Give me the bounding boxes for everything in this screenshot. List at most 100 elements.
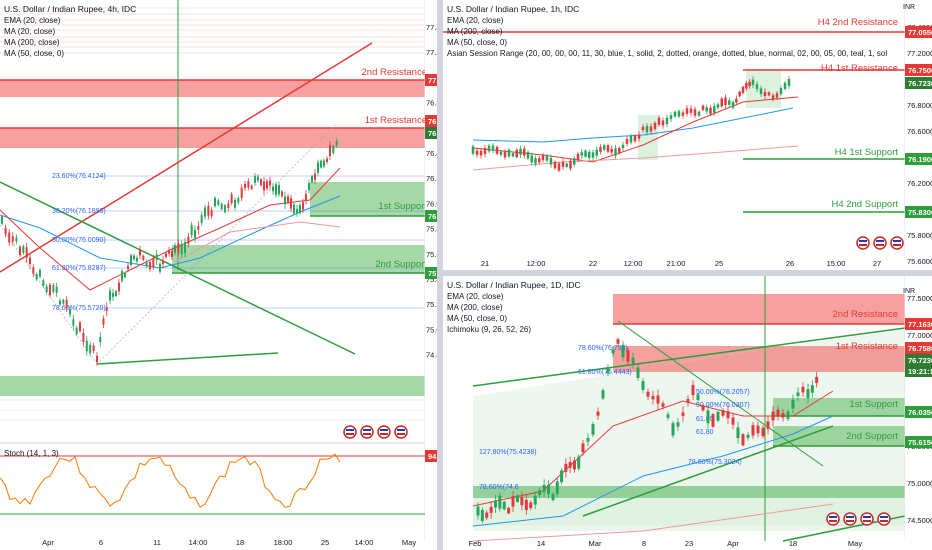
candle [299, 205, 301, 213]
candle [523, 148, 526, 156]
candle [681, 412, 685, 416]
chart-1d-canvas[interactable]: 78.60%(76.758) 61.80%(76.4443) 50.00%(76.2… [443, 276, 932, 550]
price-tick-label: 76.0000 [426, 199, 437, 208]
event-flag-icon [394, 425, 408, 439]
candle [533, 495, 537, 505]
candle [676, 422, 680, 427]
candle [515, 495, 519, 502]
candle [701, 405, 705, 411]
fib-label: 38.20%(76.1893) [52, 208, 106, 215]
candle [653, 122, 657, 130]
candle [713, 106, 716, 113]
fib-label: 61.80%(75.8287) [52, 265, 106, 272]
candle [250, 185, 253, 189]
price-tick-label: 75.4000 [426, 275, 437, 284]
event-flag-icon [893, 244, 901, 246]
time-tick-label: 18 [236, 538, 244, 547]
panel-divider[interactable] [443, 270, 932, 276]
price-tick-label: 75.2000 [426, 300, 437, 309]
candle [25, 247, 28, 258]
level-price-tag-bg [425, 267, 437, 279]
candle [487, 145, 491, 152]
chart-panel-1h[interactable]: H4 2nd Resistance H4 1st Resistance H4 1st… [443, 0, 932, 270]
chart-panel-1d[interactable]: 78.60%(76.758) 61.80%(76.4443) 50.00%(76.2… [443, 276, 932, 550]
time-tick-label: 23 [685, 539, 693, 548]
candle [52, 285, 55, 292]
candle [666, 414, 670, 418]
level-label: 2nd Resistance [833, 309, 898, 320]
fib-label: 50.00%(76.0307) [696, 402, 750, 409]
candle [724, 97, 727, 106]
level-price-tag: 76.7500 [908, 66, 932, 75]
candle [621, 344, 625, 358]
time-tick-label: 18:00 [274, 538, 293, 547]
candle [591, 152, 595, 158]
candle [541, 155, 545, 161]
candle [738, 91, 741, 97]
candle [180, 244, 183, 255]
time-tick-label: 14:00 [355, 538, 374, 547]
candle [560, 470, 564, 483]
event-flag-icon [863, 520, 871, 522]
candle [745, 83, 748, 89]
time-tick-label: 8 [642, 539, 646, 548]
time-tick-label: 18 [789, 539, 797, 548]
candle [576, 153, 580, 160]
event-flag-icon [843, 512, 857, 526]
candle [596, 411, 600, 416]
chart-1h-canvas[interactable]: H4 2nd Resistance H4 1st Resistance H4 1st… [443, 0, 932, 270]
candle [781, 413, 785, 418]
time-tick-label: 26 [786, 259, 794, 268]
candle [641, 381, 645, 390]
time-tick-label: Apr [727, 539, 739, 548]
fib-label: 61.80%(76.4443) [578, 369, 632, 376]
ma200-line [174, 221, 341, 263]
candle [197, 226, 200, 230]
stoch-line [0, 453, 341, 508]
price-axis-bg [905, 0, 932, 270]
time-tick-label: 15:00 [827, 259, 846, 268]
candle [741, 434, 745, 446]
candle [673, 111, 677, 117]
ma200-line [472, 145, 799, 171]
candle [614, 148, 617, 156]
panel-divider[interactable] [437, 0, 443, 550]
candle [686, 398, 690, 403]
time-tick-label: Apr [42, 538, 54, 547]
chart-panel-4h[interactable]: 23.60%(76.4124) 38.20%(76.1893) 50.00%(76.… [0, 0, 437, 550]
candle [720, 98, 723, 107]
level-label: H4 2nd Resistance [818, 17, 898, 28]
price-tick-label: 76.6000 [907, 127, 932, 136]
level-price-tag: 76.7580 [908, 344, 932, 353]
trendline [617, 320, 824, 467]
price-tick-label: 75.8000 [426, 225, 437, 234]
candle [115, 290, 117, 297]
event-flag-icon [877, 512, 891, 526]
candle [631, 357, 635, 364]
price-tick-label: 77.2000 [907, 49, 932, 58]
chart-4h-canvas[interactable]: 23.60%(76.4124) 38.20%(76.1893) 50.00%(76.… [0, 0, 437, 550]
candle [260, 179, 262, 186]
level-label: 1st Support [849, 399, 898, 410]
event-flag-icon [880, 516, 888, 518]
event-flag-icon [856, 236, 870, 250]
candle [118, 282, 120, 292]
level-label: 2nd Support [846, 431, 898, 442]
candle [494, 500, 497, 508]
candle [308, 183, 310, 191]
candle [8, 232, 11, 243]
candle [763, 91, 767, 96]
candle [606, 145, 610, 152]
level-price-tag: 77.1630 [908, 320, 932, 329]
candle [102, 318, 105, 325]
candle [549, 157, 553, 165]
candle [542, 485, 546, 492]
price-tick-label: 75.0000 [426, 325, 437, 334]
trendline [96, 352, 279, 365]
candle [645, 126, 649, 133]
candle [82, 332, 85, 343]
event-flag-icon [380, 429, 388, 431]
price-tick-label: 76.8000 [426, 99, 437, 108]
candle [801, 386, 805, 393]
candle [691, 385, 695, 396]
